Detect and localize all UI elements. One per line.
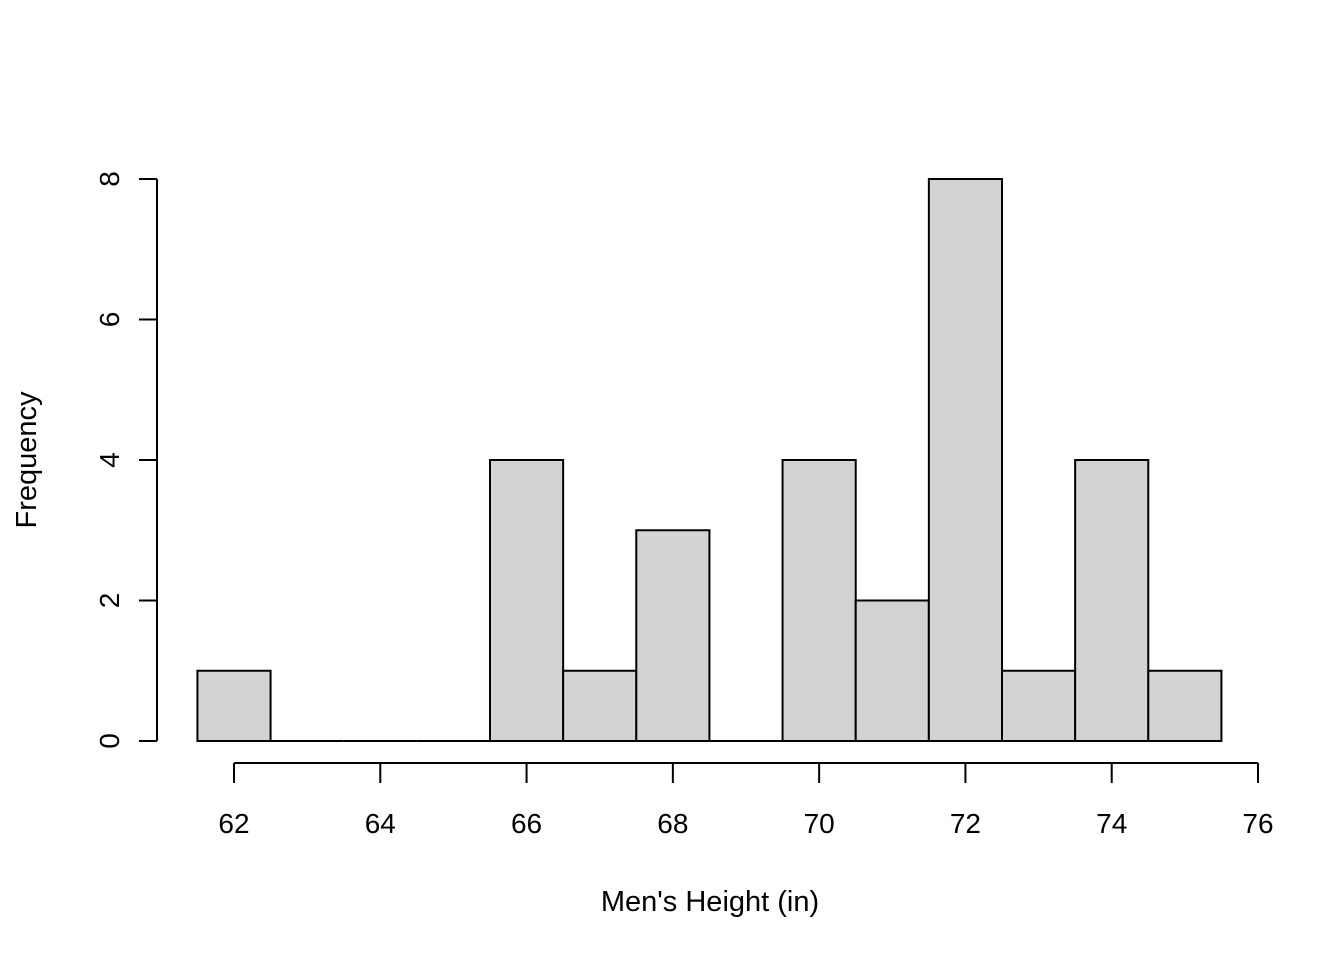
histogram-bar-5 [562,669,638,742]
histogram-bar-4 [489,459,565,742]
x-axis-title: Men's Height (in) [601,886,819,918]
y-axis-title: Frequency [11,391,43,529]
histogram-bar-0 [196,669,272,742]
histogram-bar-9 [854,599,930,742]
histogram-bar-10 [927,178,1003,742]
x-tick-label-2: 66 [511,808,542,839]
histogram-bar-11 [1001,669,1077,742]
histogram-bar-12 [1074,459,1150,742]
y-tick-label-1: 2 [94,593,125,609]
x-tick-label-3: 68 [657,808,688,839]
y-tick-label-0: 0 [94,733,125,749]
y-tick-label-3: 6 [94,312,125,328]
histogram-bars [196,178,1223,742]
x-tick-label-1: 64 [365,808,396,839]
histogram-bar-8 [781,459,857,742]
x-tick-label-0: 62 [218,808,249,839]
y-tick-label-2: 4 [94,452,125,468]
x-tick-label-4: 70 [804,808,835,839]
x-tick-label-7: 76 [1242,808,1273,839]
y-tick-label-4: 8 [94,171,125,187]
x-tick-label-5: 72 [950,808,981,839]
histogram-bar-6 [635,529,711,742]
y-axis: 0 2 4 6 8 [94,171,158,749]
x-axis: 62 64 66 68 70 72 74 76 [218,762,1274,839]
x-tick-label-6: 74 [1096,808,1127,839]
histogram-bar-13 [1147,669,1223,742]
